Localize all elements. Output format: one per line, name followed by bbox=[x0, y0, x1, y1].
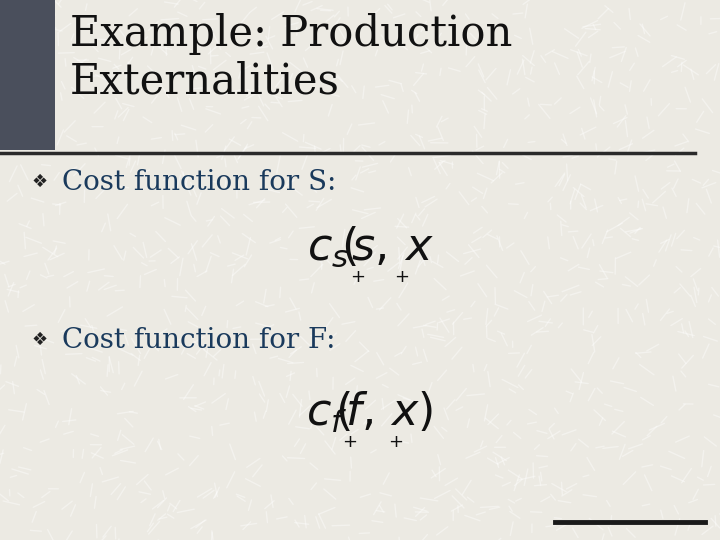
Text: ❖: ❖ bbox=[32, 331, 48, 349]
Text: ❖: ❖ bbox=[32, 173, 48, 191]
Text: $+$: $+$ bbox=[388, 433, 404, 451]
Text: $+$: $+$ bbox=[343, 433, 358, 451]
Text: $c_f\!\left(\!f,\,x\right)$: $c_f\!\left(\!f,\,x\right)$ bbox=[307, 389, 433, 435]
FancyBboxPatch shape bbox=[0, 0, 55, 150]
Text: $c_s\!\left(\!s,\,x\right.$: $c_s\!\left(\!s,\,x\right.$ bbox=[307, 225, 433, 269]
Text: $+$: $+$ bbox=[351, 268, 366, 286]
Text: $+$: $+$ bbox=[395, 268, 410, 286]
Text: Externalities: Externalities bbox=[70, 60, 340, 102]
Text: Cost function for F:: Cost function for F: bbox=[62, 327, 336, 354]
Text: Example: Production: Example: Production bbox=[70, 13, 513, 55]
Text: Cost function for S:: Cost function for S: bbox=[62, 168, 336, 195]
